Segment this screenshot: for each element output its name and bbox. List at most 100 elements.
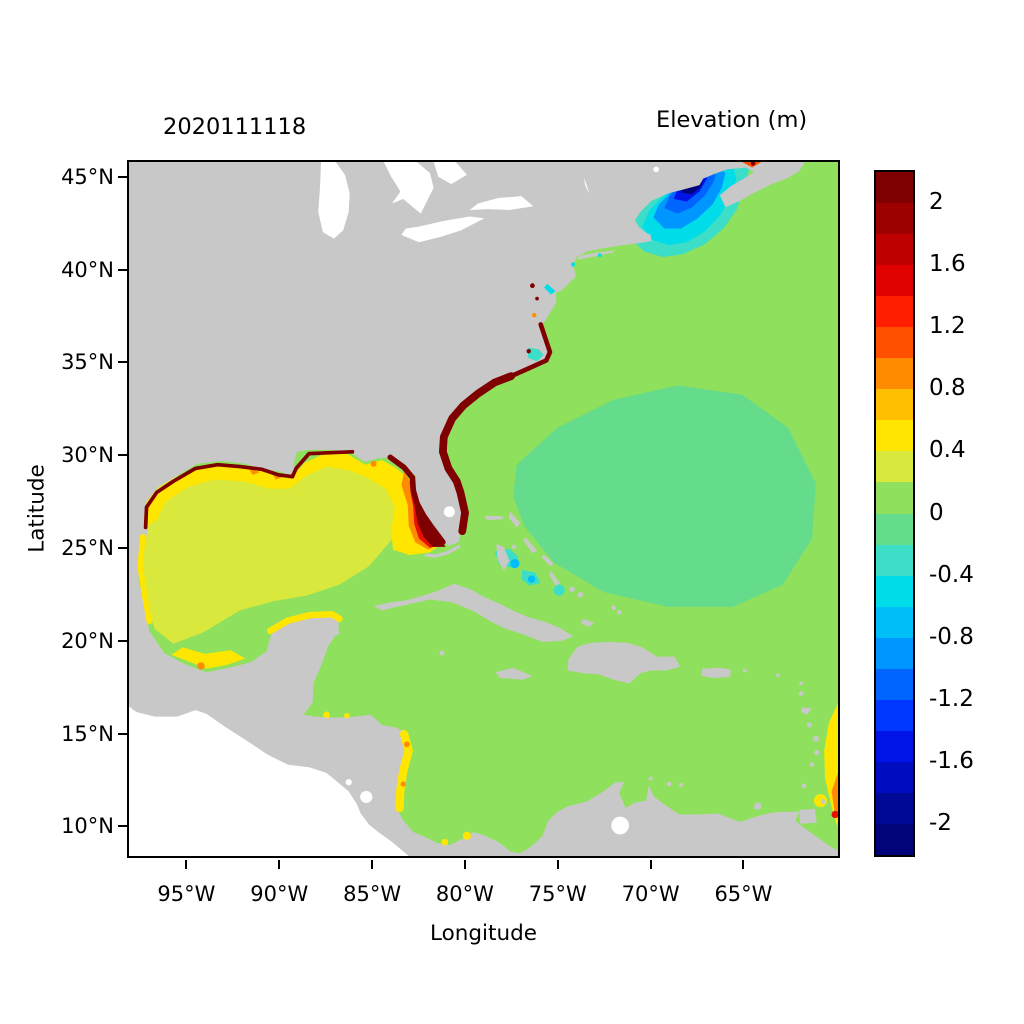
colorbar-cell [876, 575, 913, 607]
antilles-edge-red [831, 810, 838, 819]
grand-bahama [484, 516, 504, 521]
southwest-florida-darkred [413, 494, 446, 547]
bahamas-blue-dot-2 [527, 575, 536, 583]
colorbar-tick-label: 1.2 [929, 313, 966, 340]
chesapeake-orange [532, 312, 537, 318]
y-tick-mark [118, 361, 127, 364]
colorbar-cell [876, 420, 913, 452]
cat-island [541, 554, 554, 567]
x-tick-label: 85°W [343, 882, 402, 906]
hispaniola [567, 641, 681, 684]
colorbar-cell [876, 451, 913, 483]
bonaire [679, 782, 684, 787]
long-island-ny [576, 250, 616, 260]
panama-yellow-1 [462, 831, 471, 840]
georgian-bay [433, 162, 467, 185]
colorbar-cell [876, 668, 913, 700]
x-tick-mark [463, 860, 466, 869]
pacific-outside-domain [129, 706, 409, 856]
lake-huron [383, 162, 434, 214]
nj-cyan [571, 262, 576, 267]
trinidad [799, 808, 817, 824]
colorbar-cell [876, 265, 913, 297]
map-plot-area [127, 160, 840, 858]
colorbar-title: Elevation (m) [656, 107, 808, 133]
colorbar-tick-label: 2 [929, 189, 944, 216]
lake-michigan [318, 162, 350, 239]
y-tick-mark [118, 454, 127, 457]
cozumel [333, 629, 340, 636]
jamaica [495, 667, 533, 680]
lake-erie [401, 216, 485, 243]
x-axis-label: Longitude [430, 921, 537, 946]
florida-keys [424, 545, 461, 558]
colorbar-tick-label: -1.2 [929, 685, 974, 712]
x-tick-mark [556, 860, 559, 869]
x-tick-label: 65°W [714, 882, 773, 906]
st-vincent [809, 762, 815, 767]
y-tick-label: 45°N [61, 164, 114, 189]
y-tick-label: 40°N [61, 257, 114, 282]
carolinas-darkred-fringe [508, 322, 553, 379]
x-tick-label: 95°W [157, 882, 216, 906]
colorbar-tick-label: -0.8 [929, 623, 974, 650]
martinique [812, 735, 819, 742]
x-tick-label: 75°W [528, 882, 587, 906]
long-island-bahamas [549, 570, 561, 586]
y-tick-mark [118, 175, 127, 178]
x-tick-label: 70°W [621, 882, 680, 906]
y-tick-mark [118, 732, 127, 735]
minas-basin-darkred [750, 162, 756, 166]
colorbar-cell [876, 389, 913, 421]
y-tick-mark [118, 546, 127, 549]
caicos [611, 605, 616, 610]
west-florida-red [409, 481, 443, 548]
x-tick-mark [649, 860, 652, 869]
colorbar-cell [876, 327, 913, 359]
y-axis-label: Latitude [24, 464, 50, 553]
guadeloupe [801, 707, 813, 715]
nicaragua-orange-2 [400, 781, 406, 787]
virgin-islands [742, 668, 747, 673]
colorbar-tick-label: -0.4 [929, 561, 974, 588]
pamlico-cyan [527, 347, 544, 362]
elevation-map [129, 162, 838, 856]
panhandle-orange [370, 460, 377, 467]
x-tick-mark [742, 860, 745, 869]
margarita [753, 802, 762, 810]
yucatan-shelf-yellow [267, 610, 343, 635]
y-tick-label: 15°N [61, 721, 114, 746]
new-providence [511, 544, 517, 550]
pamlico-darkred [526, 348, 531, 354]
lake-maracaibo [611, 816, 629, 835]
colorbar-cell [876, 234, 913, 266]
bahamas-blue-dot-1 [510, 558, 520, 569]
lake-ontario [469, 196, 534, 210]
texas-louisiana-darkred-fringe [143, 449, 355, 530]
barbuda [799, 681, 803, 686]
li-cyan [597, 253, 602, 258]
y-tick-label: 20°N [61, 628, 114, 653]
turks [616, 609, 622, 615]
lake-managua [345, 779, 352, 786]
tamaulipas-yellow-fringe [137, 533, 153, 625]
timestamp-title: 2020111118 [163, 114, 307, 140]
puerto-rico [701, 667, 731, 678]
y-tick-label: 25°N [61, 535, 114, 560]
colorbar-cell [876, 699, 913, 731]
lake-okeechobee [443, 506, 455, 518]
x-tick-label: 90°W [250, 882, 309, 906]
central-atlantic-negative [513, 385, 816, 607]
colorbar-cell [876, 637, 913, 669]
mainland-north-central-south-america [129, 162, 838, 856]
colorbar-cell [876, 730, 913, 762]
campeche-bay-yellow [171, 647, 246, 669]
colorbar-tick-label: 0 [929, 499, 944, 526]
x-tick-mark [371, 860, 374, 869]
abaco [508, 511, 521, 528]
st-martin [776, 673, 780, 677]
southeast-coast-darkred-fringe [439, 372, 516, 536]
honduras-yellow-1 [323, 711, 330, 719]
colorbar-cell [876, 792, 913, 824]
